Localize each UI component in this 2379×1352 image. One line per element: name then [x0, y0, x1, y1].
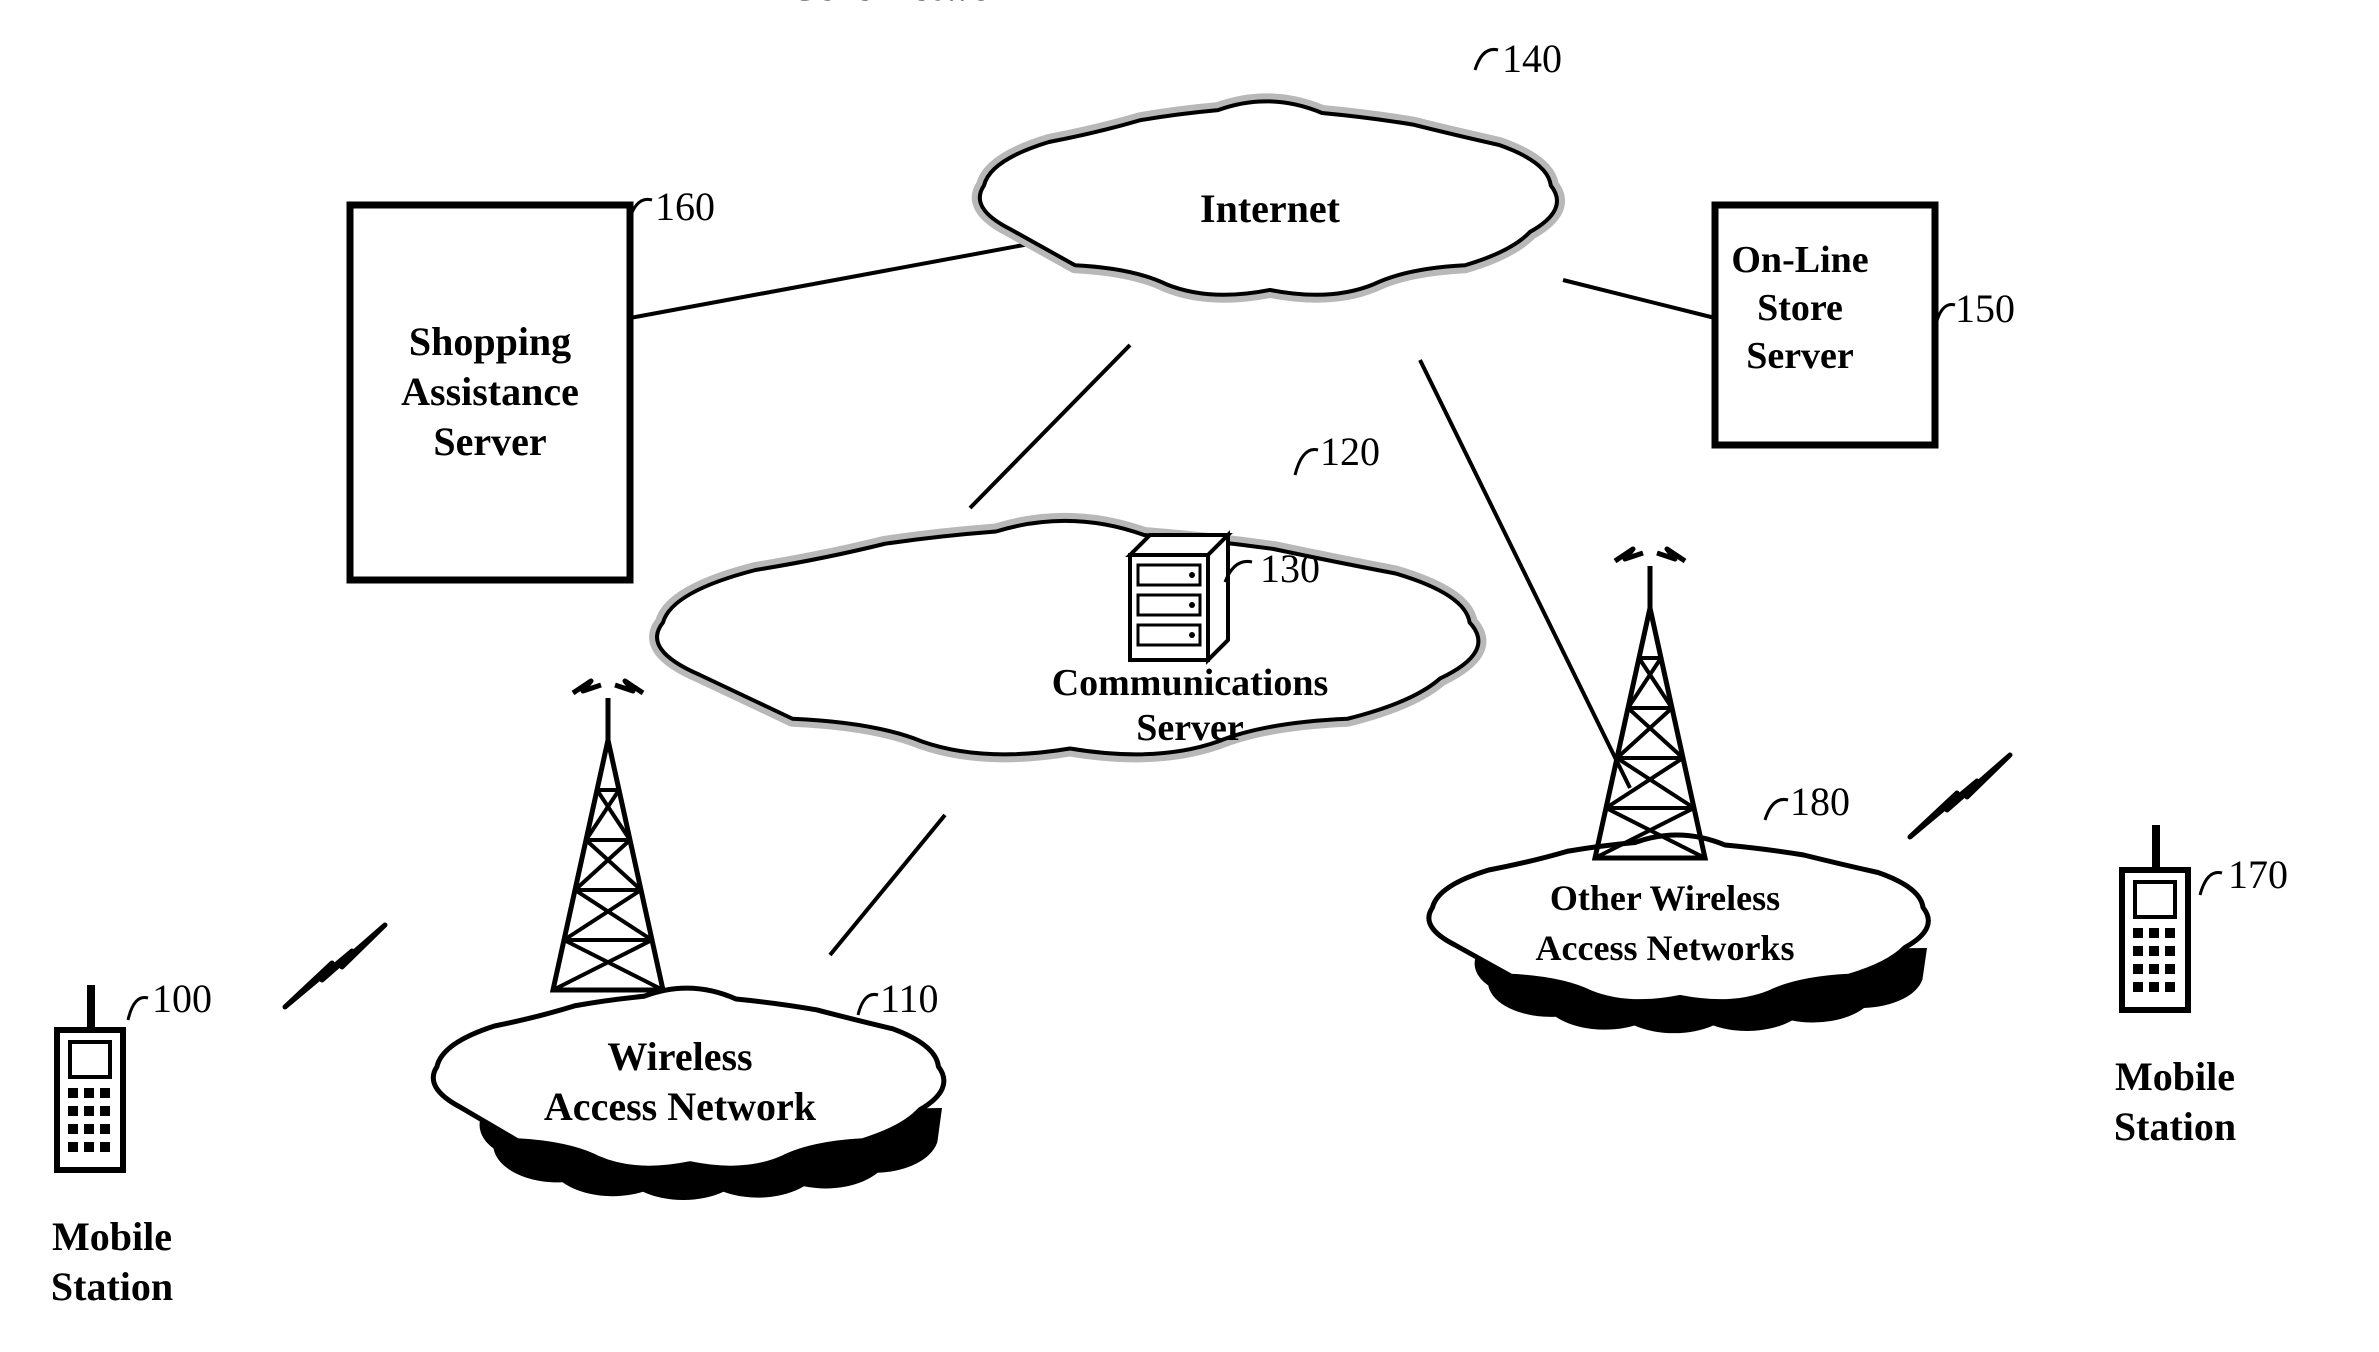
- edge: [830, 815, 945, 955]
- core-network-cloud: [657, 521, 1478, 754]
- ref-lead: [1765, 799, 1788, 820]
- online-label-1: On-Line: [1731, 239, 1868, 281]
- edge: [630, 242, 1040, 318]
- comm-server-ref: 130: [1260, 546, 1320, 591]
- mobile-left-ref: 100: [152, 976, 212, 1021]
- online-ref: 150: [1955, 286, 2015, 331]
- mobile-station-right-icon: [2122, 825, 2188, 1010]
- internet-ref: 140: [1502, 36, 1562, 81]
- tower-0: [553, 681, 663, 990]
- shopping-label-3: Server: [433, 419, 546, 464]
- wireless-label-1: Wireless: [607, 1034, 752, 1079]
- shopping-label-1: Shopping: [409, 319, 571, 364]
- ref-lead: [1295, 450, 1318, 475]
- ref-lead: [128, 997, 148, 1020]
- mobile-station-left-icon: [57, 985, 123, 1170]
- mobile-left-label-2: Station: [51, 1264, 173, 1309]
- mobile-right-label-1: Mobile: [2115, 1054, 2235, 1099]
- wireless-label-2: Access Network: [544, 1084, 817, 1129]
- other-wireless-label-2: Access Networks: [1536, 928, 1795, 968]
- rf-bolt-0: [285, 925, 385, 1007]
- rf-bolt-1: [1910, 755, 2010, 837]
- other-wireless-label-1: Other Wireless: [1550, 878, 1780, 918]
- tower-1: [1595, 549, 1705, 858]
- mobile-left-label-1: Mobile: [52, 1214, 172, 1259]
- comm-server-label-1: Communications: [1052, 662, 1329, 704]
- edge: [1563, 280, 1715, 318]
- communications-server-icon: [1130, 535, 1228, 660]
- ref-lead: [1475, 49, 1498, 70]
- online-label-3: Server: [1746, 335, 1854, 377]
- edge: [1420, 360, 1630, 788]
- core-network-label: Core Network: [789, 0, 1032, 9]
- ref-lead: [2200, 872, 2222, 895]
- comm-server-label-2: Server: [1136, 707, 1244, 749]
- shopping-label-2: Assistance: [401, 369, 579, 414]
- internet-label: Internet: [1200, 186, 1341, 231]
- shopping-ref: 160: [655, 184, 715, 229]
- ref-lead: [858, 994, 878, 1015]
- online-label-2: Store: [1757, 287, 1843, 329]
- mobile-right-label-2: Station: [2114, 1104, 2236, 1149]
- other-wireless-ref: 180: [1790, 779, 1850, 824]
- core-network-ref: 120: [1320, 429, 1380, 474]
- wireless-ref: 110: [880, 976, 939, 1021]
- mobile-right-ref: 170: [2228, 852, 2288, 897]
- edge: [970, 345, 1130, 508]
